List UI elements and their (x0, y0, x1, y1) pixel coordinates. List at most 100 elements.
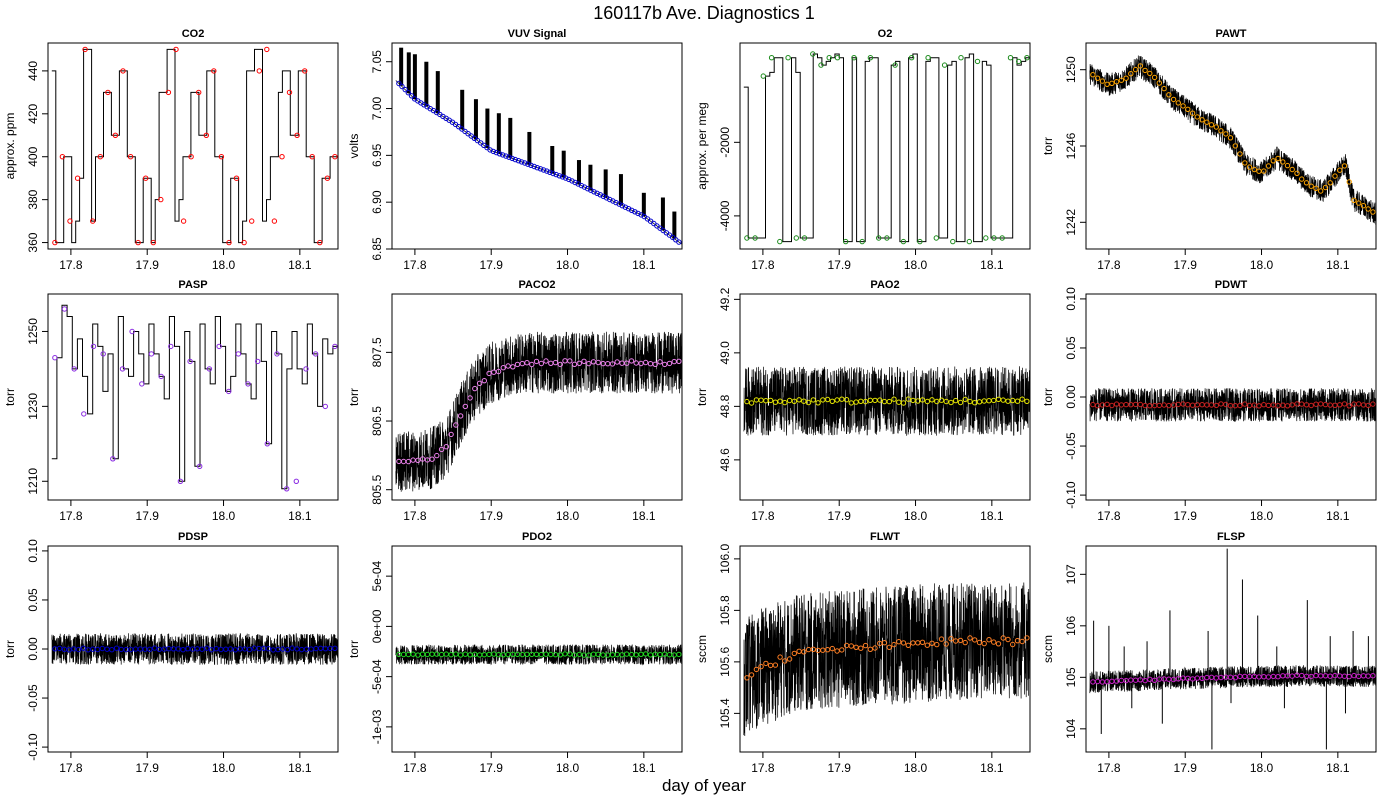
mean-point (884, 235, 890, 241)
mean-point (991, 235, 997, 241)
x-tick-label: 17.8 (1097, 258, 1121, 272)
mean-point (481, 378, 487, 384)
mean-point (848, 643, 854, 649)
mean-point (1019, 396, 1025, 402)
mean-point (533, 358, 540, 365)
mean-point (872, 645, 878, 651)
mean-point (676, 358, 682, 364)
mean-point (1180, 103, 1186, 109)
mean-point (59, 154, 66, 160)
mean-point (233, 175, 240, 181)
mean-point (892, 62, 898, 68)
mean-point (824, 396, 831, 403)
mean-point (818, 62, 824, 68)
mean-point (991, 397, 997, 404)
mean-point (628, 358, 635, 364)
mean-point (408, 93, 415, 99)
panel-ylabel: sccm (1041, 635, 1055, 663)
mean-point (943, 641, 949, 647)
x-tick-label: 17.9 (1174, 761, 1198, 775)
mean-point (886, 398, 892, 405)
mean-point (415, 457, 421, 463)
plot-area (1089, 55, 1376, 225)
mean-point (1332, 173, 1338, 179)
mean-point (1147, 676, 1153, 682)
panel-title: VUV Signal (508, 28, 567, 40)
mean-point (1237, 402, 1243, 409)
mean-point (227, 646, 234, 652)
x-tick-label: 17.8 (59, 509, 83, 523)
mean-point (196, 89, 202, 96)
x-tick-label: 17.9 (1174, 509, 1198, 523)
mean-point (109, 647, 115, 653)
figure-xlabel: day of year (662, 776, 746, 795)
mean-point (1118, 77, 1125, 83)
mean-point (284, 647, 291, 653)
mean-point (1142, 677, 1148, 684)
x-tick-label: 18.0 (212, 509, 236, 523)
mean-point (294, 132, 300, 139)
mean-point (834, 648, 840, 654)
mean-point (839, 647, 845, 653)
x-tick-label: 18.1 (980, 761, 1004, 775)
panel-pdo2: PDO2 torr 17.8 17.9 18.0 18.1 -1e-03 -5e-04 0e+0… (347, 531, 683, 775)
x-tick-label: 18.0 (1250, 761, 1274, 775)
mean-point (1289, 402, 1295, 408)
mean-point (90, 343, 97, 350)
mean-point (80, 645, 87, 651)
mean-point (410, 651, 416, 657)
mean-point (1242, 160, 1248, 166)
mean-point (981, 640, 987, 647)
x-tick-label: 18.1 (1326, 509, 1350, 523)
x-tick-label: 18.0 (212, 761, 236, 775)
x-tick-label: 18.1 (980, 509, 1004, 523)
panel-title: PDO2 (522, 531, 552, 543)
mean-point (1137, 401, 1144, 408)
mean-point (199, 646, 205, 652)
y-tick-label: 105.6 (718, 647, 732, 677)
mean-point (467, 395, 473, 401)
mean-point (791, 398, 797, 404)
mean-point (591, 189, 597, 195)
y-tick-label: 1242 (1064, 209, 1078, 236)
mean-point (1337, 167, 1343, 173)
x-tick-label: 18.1 (1326, 761, 1350, 775)
mean-point (810, 397, 816, 403)
mean-point (595, 359, 601, 366)
mean-point (1356, 200, 1362, 206)
mean-point (206, 366, 213, 372)
mean-point (61, 306, 68, 312)
x-tick-label: 17.8 (403, 509, 427, 523)
raw-series (1089, 665, 1376, 694)
mean-point (279, 154, 285, 160)
mean-point (934, 641, 940, 648)
mean-point (1308, 183, 1314, 189)
x-tick-label: 18.1 (632, 761, 656, 775)
mean-point (1370, 401, 1376, 407)
y-tick-label: 380 (26, 189, 40, 209)
mean-point (271, 218, 278, 224)
mean-point (1005, 636, 1011, 643)
mean-point (512, 156, 518, 163)
panel-co2: CO2 approx. ppm 17.8 17.9 18.0 18.1 360 380 400 4… (3, 28, 339, 272)
plot-frame (391, 545, 683, 753)
x-tick-label: 18.0 (1250, 258, 1274, 272)
mean-point (1090, 72, 1096, 78)
mean-point (744, 675, 750, 681)
mean-point (1109, 402, 1115, 409)
mean-point (1246, 164, 1253, 170)
y-tick-label: -0.10 (1064, 481, 1078, 509)
mean-point (303, 366, 309, 372)
plot-frame (391, 293, 683, 501)
mean-point (1010, 641, 1016, 648)
mean-point (1275, 155, 1281, 162)
mean-point (995, 641, 1002, 647)
y-tick-label: 440 (26, 61, 40, 81)
x-tick-label: 18.1 (288, 258, 312, 272)
mean-point (1327, 180, 1333, 186)
mean-point (786, 656, 793, 662)
mean-point (1142, 67, 1148, 74)
mean-point (265, 646, 272, 652)
mean-point (486, 370, 492, 377)
mean-point (97, 154, 104, 160)
